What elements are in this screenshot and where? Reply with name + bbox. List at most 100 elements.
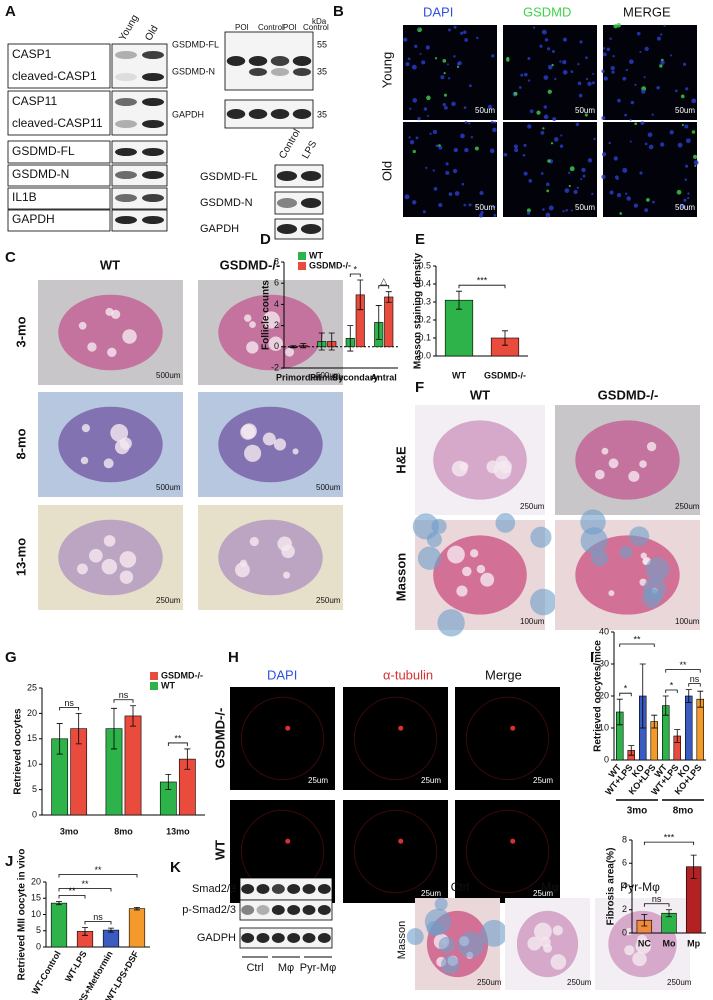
band — [276, 198, 298, 208]
y-tick-label: 6 — [274, 278, 279, 288]
y-tick-label: 0 — [604, 754, 609, 764]
x-tick-label: Mo — [663, 938, 676, 948]
nucleus — [602, 52, 607, 57]
band — [302, 933, 316, 943]
nucleus — [527, 79, 531, 82]
nucleus — [425, 166, 428, 169]
bracket — [378, 285, 390, 289]
bracket — [619, 692, 632, 697]
nucleus — [685, 87, 689, 91]
nucleus — [488, 104, 493, 109]
collagen — [406, 928, 424, 946]
collagen — [619, 545, 633, 559]
label: 25um — [308, 776, 328, 785]
x-tick-label: GSDMD-/- — [484, 370, 526, 380]
bracket — [619, 643, 655, 647]
nucleus — [408, 136, 411, 139]
label: 13-mo — [13, 538, 28, 576]
band — [271, 933, 285, 943]
follicle — [111, 309, 121, 319]
nucleus — [601, 116, 606, 120]
nucleus — [559, 144, 564, 148]
blot — [111, 209, 168, 232]
y-tick-label: 25 — [27, 682, 37, 692]
panel-letter: A — [5, 3, 16, 20]
nucleus — [452, 168, 458, 174]
nucleus — [644, 46, 649, 52]
micrograph — [343, 687, 448, 790]
error-bar — [639, 663, 646, 729]
follicle — [493, 461, 512, 480]
panel-letter: K — [170, 859, 181, 876]
nucleus — [568, 184, 571, 188]
nucleus — [434, 57, 438, 60]
legend-label: GSDMD-/- — [161, 670, 203, 680]
follicle — [292, 448, 299, 455]
label: cleaved-CASP1 — [12, 69, 97, 83]
nucleus — [453, 25, 457, 29]
label: 250um — [520, 502, 545, 511]
follicle — [646, 441, 657, 452]
y-tick-label: 10 — [599, 722, 609, 732]
nucleus — [547, 89, 552, 94]
blot — [111, 164, 168, 187]
nucleus — [540, 131, 545, 135]
label: 50um — [675, 203, 695, 212]
nucleus — [544, 38, 549, 42]
nucleus — [468, 203, 472, 207]
label: GAPDH — [12, 212, 55, 226]
y-tick-label: 20 — [599, 690, 609, 700]
nucleus — [479, 190, 484, 196]
band — [270, 109, 290, 119]
nucleus — [617, 98, 621, 103]
y-tick-label: 0 — [274, 341, 279, 351]
nucleus — [423, 107, 428, 111]
band — [300, 224, 322, 234]
bar — [384, 296, 394, 348]
nucleus — [480, 211, 484, 215]
band — [287, 905, 301, 915]
follicle — [107, 347, 117, 358]
label: 25um — [533, 776, 553, 785]
band — [300, 198, 322, 208]
follicle — [119, 437, 132, 450]
label: 50um — [475, 203, 495, 212]
follicle — [244, 314, 252, 322]
band — [270, 56, 290, 66]
follicle — [89, 548, 103, 563]
nucleus — [625, 192, 628, 195]
nucleus — [552, 117, 557, 121]
label: Masson — [393, 553, 408, 601]
significance: ** — [94, 865, 102, 875]
band — [142, 51, 164, 59]
nucleus — [680, 94, 685, 99]
x-tick-label: Secondary — [332, 372, 378, 382]
y-tick-label: 2 — [274, 320, 279, 330]
follicle — [81, 424, 91, 433]
nucleus — [551, 49, 555, 54]
nucleus — [543, 75, 549, 80]
panel-letter: I — [590, 649, 594, 666]
label: Mφ — [278, 962, 294, 974]
label: DAPI — [267, 667, 297, 682]
nucleus — [691, 130, 696, 134]
bar — [128, 908, 146, 948]
nucleus — [601, 69, 605, 73]
nucleus — [405, 62, 410, 67]
label: 250um — [667, 978, 692, 987]
y-tick-label: 0.5 — [418, 260, 431, 270]
nucleus — [460, 133, 465, 139]
label: 100um — [675, 617, 700, 626]
band — [302, 884, 316, 894]
y-tick-label: 40 — [599, 626, 609, 636]
blot — [111, 187, 168, 210]
nucleus — [551, 63, 554, 67]
bracket — [458, 284, 506, 289]
nucleus — [629, 140, 632, 143]
y-tick-label: 0 — [622, 927, 627, 937]
follicle — [447, 545, 465, 564]
nucleus — [443, 71, 446, 75]
error-bar — [290, 345, 297, 349]
y-tick-label: 0.0 — [418, 350, 431, 360]
band — [142, 194, 164, 202]
